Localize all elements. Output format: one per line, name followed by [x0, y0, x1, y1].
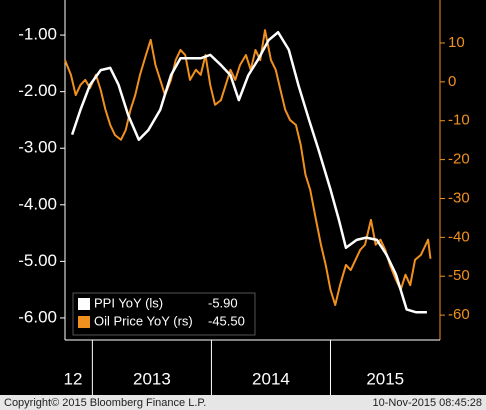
y-tick-label: -3.00 [18, 138, 57, 157]
x-tick-label: 2014 [252, 369, 290, 388]
y-tick-label: -1.00 [18, 25, 57, 44]
series-line [70, 31, 427, 314]
footer-copyright: Copyright© 2015 Bloomberg Finance L.P. [4, 397, 206, 409]
footer-bar [0, 395, 486, 410]
legend-swatch [78, 316, 90, 328]
y2-tick-label: -30 [448, 189, 470, 206]
y2-tick-label: -20 [448, 151, 470, 168]
x-tick-label: 2015 [366, 369, 404, 388]
y2-tick-label: -60 [448, 306, 470, 323]
x-tick-label: 12 [64, 369, 83, 388]
legend-swatch [78, 298, 90, 310]
y-tick-label: -2.00 [18, 81, 57, 100]
x-tick-label: 2013 [133, 369, 171, 388]
legend-value: -5.90 [208, 295, 238, 310]
y2-tick-label: -40 [448, 228, 470, 245]
y-tick-label: -6.00 [18, 307, 57, 326]
legend-box [72, 292, 256, 336]
y-tick-label: -5.00 [18, 251, 57, 270]
y2-tick-label: -10 [448, 112, 470, 129]
legend-value: -45.50 [208, 313, 245, 328]
legend-label: PPI YoY (ls) [94, 295, 163, 310]
y2-tick-label: -50 [448, 267, 470, 284]
footer-timestamp: 10-Nov-2015 08:45:28 [373, 397, 482, 409]
legend-label: Oil Price YoY (rs) [94, 313, 193, 328]
y-tick-label: -4.00 [18, 194, 57, 213]
y2-tick-label: 0 [448, 73, 456, 90]
y2-tick-label: 10 [448, 34, 465, 51]
